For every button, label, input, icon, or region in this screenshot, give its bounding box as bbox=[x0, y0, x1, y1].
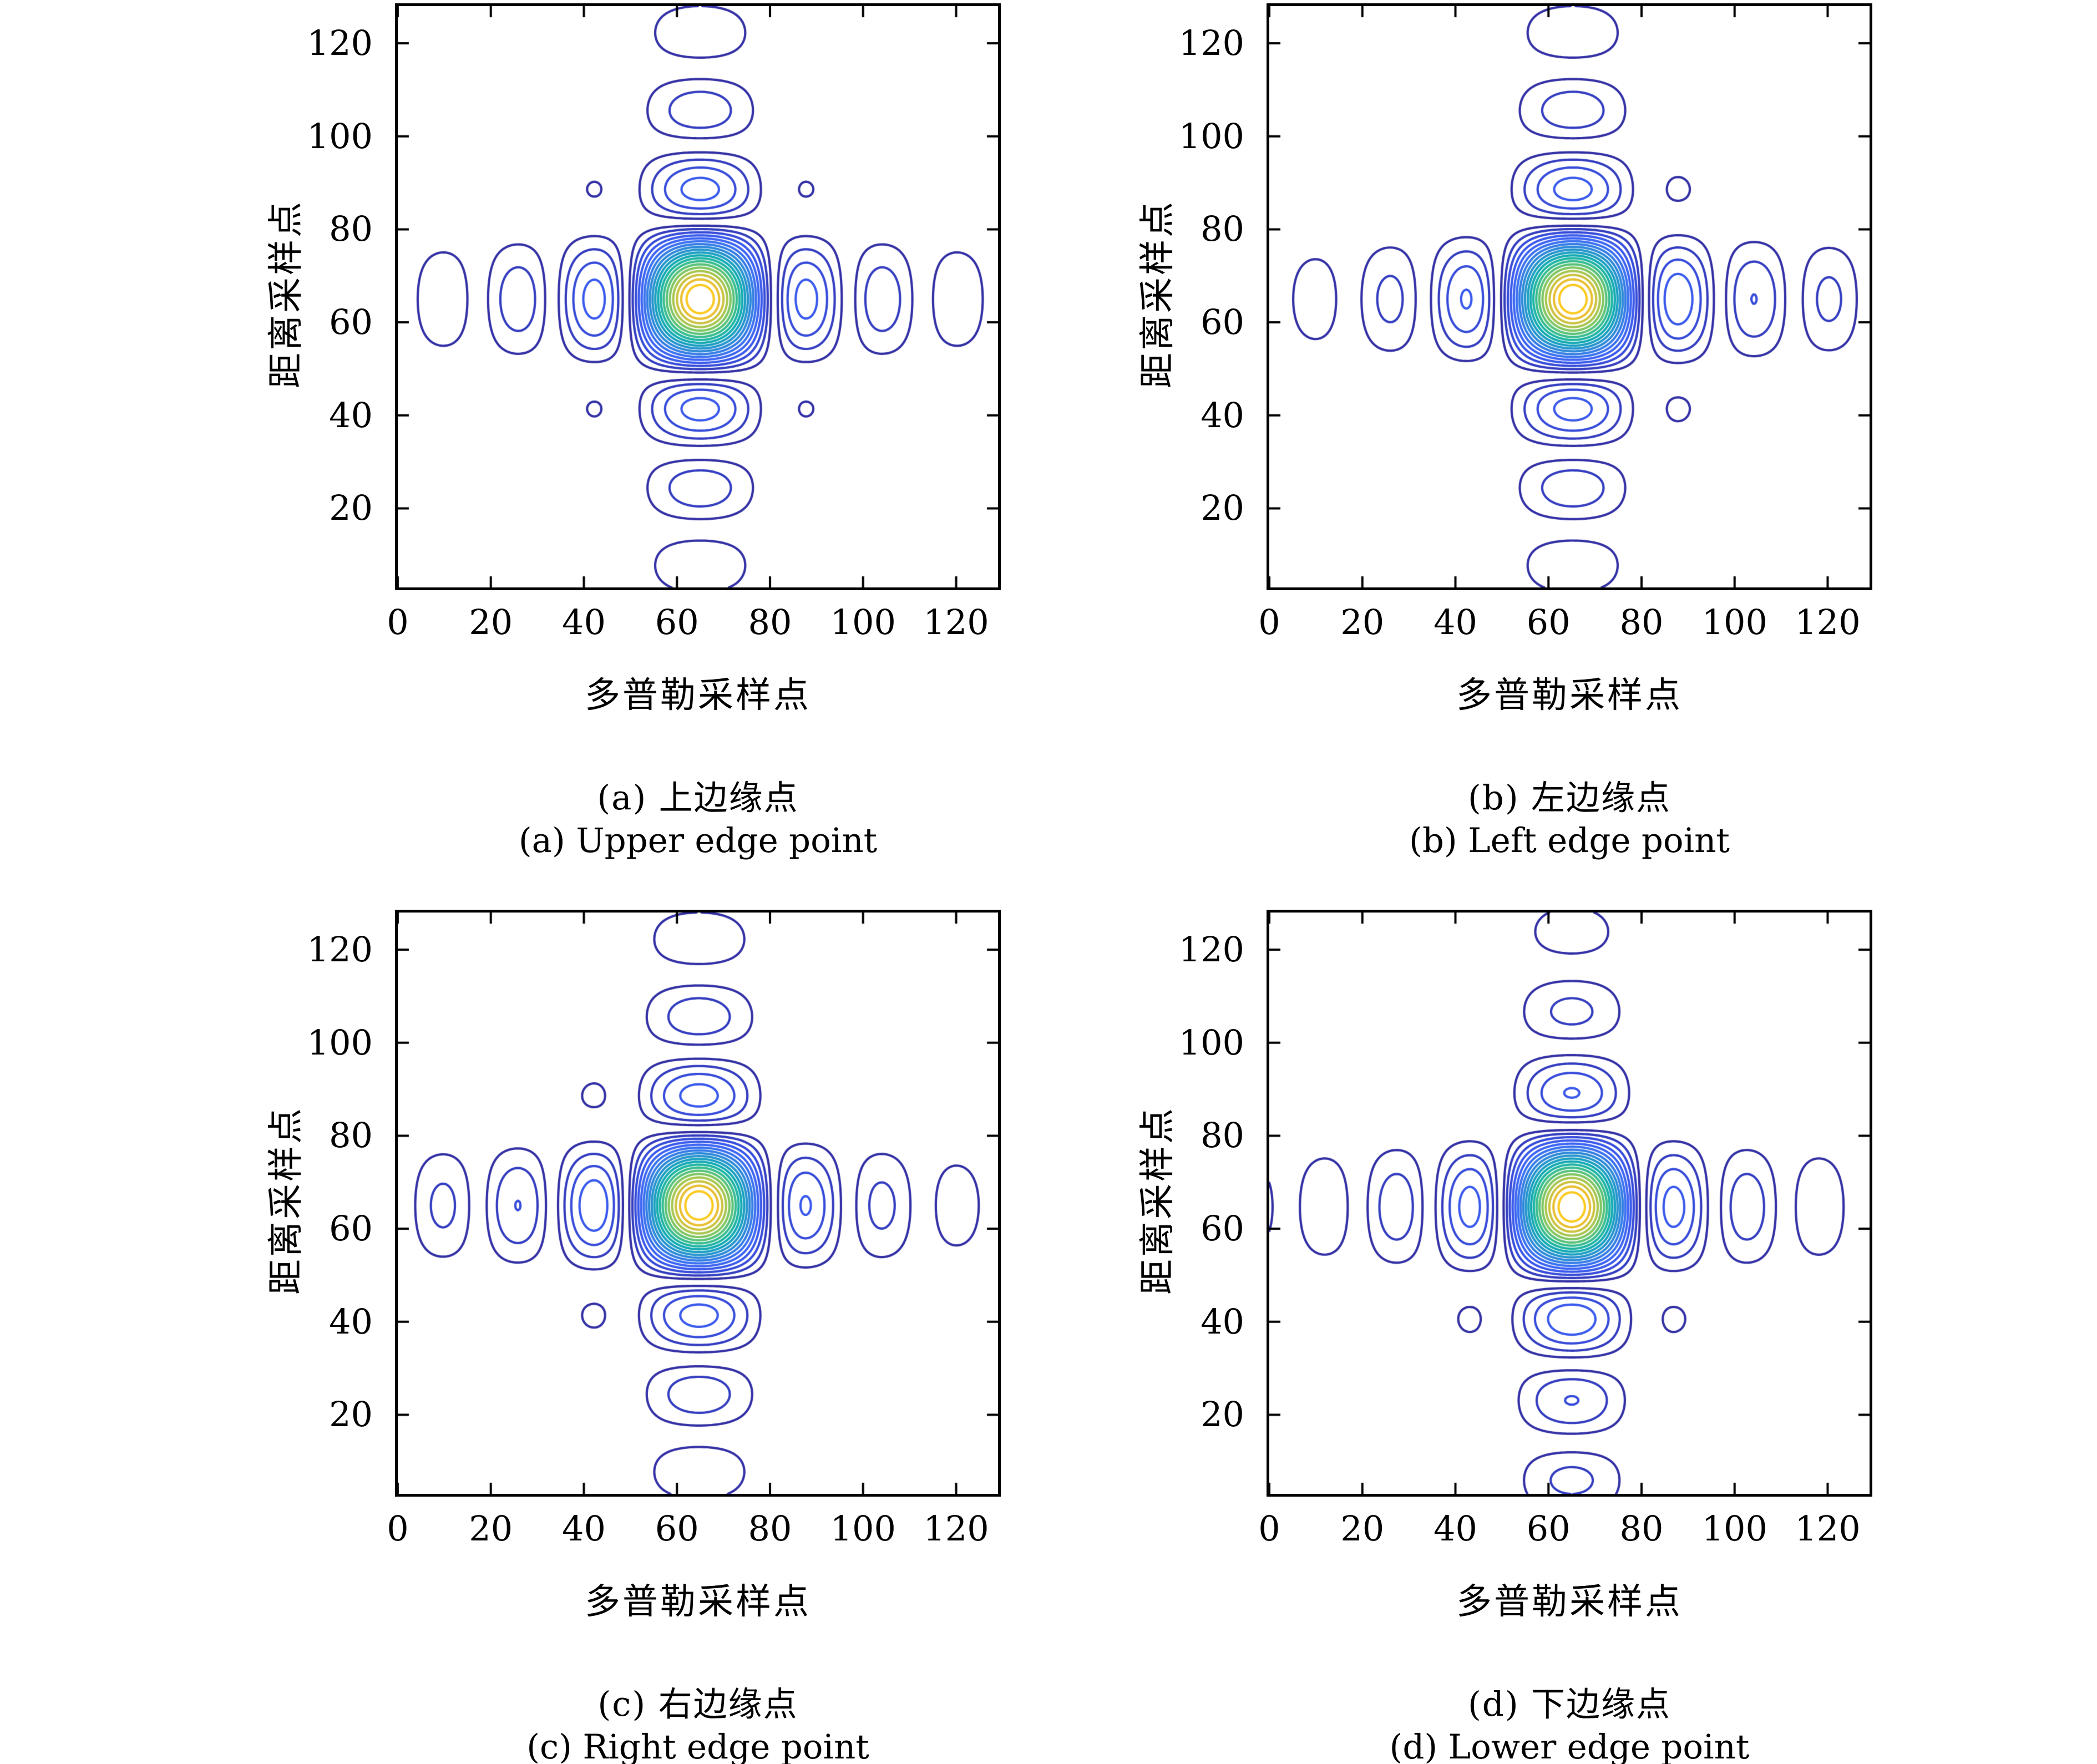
x-tick-labels: 0 20 40 60 80 100 120 bbox=[387, 600, 998, 648]
y-tick-label: 120 bbox=[307, 929, 373, 970]
subplot-a: 距离采样点 20 40 60 80 100 120 0 20 40 60 80 100 120 多普勒… bbox=[140, 3, 1005, 876]
x-tick-label: 20 bbox=[469, 1508, 513, 1549]
y-tick-label: 60 bbox=[1201, 302, 1244, 343]
caption-zh: (c) 右边缘点 bbox=[597, 1685, 798, 1724]
y-tick-label: 60 bbox=[329, 1208, 373, 1249]
x-tick-labels: 0 20 40 60 80 100 120 bbox=[1258, 600, 1870, 648]
contour-canvas bbox=[398, 913, 998, 1494]
plot-area bbox=[395, 910, 1001, 1497]
x-tick-label: 40 bbox=[562, 1508, 606, 1549]
y-tick-label: 100 bbox=[307, 115, 373, 156]
x-tick-label: 120 bbox=[923, 602, 989, 642]
x-tick-label: 0 bbox=[1258, 1508, 1280, 1549]
x-tick-label: 20 bbox=[1340, 602, 1385, 642]
y-tick-label: 80 bbox=[329, 1115, 373, 1156]
x-tick-label: 100 bbox=[830, 602, 896, 642]
x-axis-label: 多普勒采样点 bbox=[1456, 1581, 1683, 1623]
caption-zh: (a) 上边缘点 bbox=[597, 778, 799, 818]
x-tick-label: 60 bbox=[655, 1508, 699, 1549]
subplot-c: 距离采样点 20 40 60 80 100 120 0 20 40 60 80 100 120 多普勒… bbox=[140, 910, 1005, 1764]
y-tick-label: 20 bbox=[1201, 1394, 1244, 1435]
caption-zh: (d) 下边缘点 bbox=[1467, 1685, 1671, 1724]
x-axis-label: 多普勒采样点 bbox=[1456, 675, 1683, 716]
x-tick-label: 120 bbox=[1795, 1508, 1861, 1549]
x-tick-label: 0 bbox=[387, 1508, 409, 1549]
x-tick-label: 60 bbox=[655, 602, 699, 642]
y-tick-labels: 20 40 60 80 100 120 bbox=[140, 913, 378, 1494]
y-tick-label: 80 bbox=[329, 209, 373, 250]
x-axis-label: 多普勒采样点 bbox=[585, 1581, 811, 1623]
y-tick-label: 20 bbox=[329, 1394, 373, 1435]
subplot-d: 距离采样点 20 40 60 80 100 120 0 20 40 60 80 100 120 多普勒… bbox=[1011, 910, 1877, 1764]
y-tick-label: 40 bbox=[329, 394, 373, 435]
x-tick-label: 0 bbox=[387, 602, 409, 642]
x-axis-label: 多普勒采样点 bbox=[585, 675, 811, 716]
contour-canvas bbox=[1269, 6, 1870, 587]
y-tick-label: 40 bbox=[1201, 394, 1244, 435]
y-tick-label: 40 bbox=[329, 1301, 373, 1342]
y-tick-labels: 20 40 60 80 100 120 bbox=[1011, 6, 1250, 587]
y-tick-label: 20 bbox=[1201, 488, 1244, 529]
x-tick-label: 100 bbox=[1701, 602, 1767, 642]
caption-en: (c) Right edge point bbox=[526, 1727, 869, 1764]
y-tick-label: 100 bbox=[307, 1022, 373, 1063]
x-tick-label: 120 bbox=[923, 1508, 989, 1549]
y-tick-label: 40 bbox=[1201, 1301, 1244, 1342]
x-tick-label: 40 bbox=[562, 602, 606, 642]
y-tick-label: 100 bbox=[1178, 115, 1244, 156]
y-tick-label: 120 bbox=[307, 23, 373, 64]
x-tick-label: 100 bbox=[830, 1508, 896, 1549]
x-tick-label: 80 bbox=[1619, 602, 1664, 642]
x-tick-label: 40 bbox=[1434, 1508, 1477, 1549]
y-tick-label: 120 bbox=[1178, 23, 1244, 64]
plot-area bbox=[395, 3, 1001, 590]
x-tick-label: 100 bbox=[1701, 1508, 1767, 1549]
y-tick-labels: 20 40 60 80 100 120 bbox=[140, 6, 378, 587]
caption-en: (d) Lower edge point bbox=[1389, 1727, 1750, 1764]
plot-area bbox=[1267, 910, 1872, 1497]
x-tick-label: 60 bbox=[1526, 602, 1571, 642]
x-tick-label: 120 bbox=[1795, 602, 1861, 642]
plot-area bbox=[1267, 3, 1872, 590]
caption-en: (a) Upper edge point bbox=[518, 821, 878, 860]
x-tick-label: 0 bbox=[1258, 602, 1280, 642]
x-tick-label: 60 bbox=[1526, 1508, 1571, 1549]
subplot-b: 距离采样点 20 40 60 80 100 120 0 20 40 60 80 100 120 多普勒… bbox=[1011, 3, 1877, 876]
y-tick-labels: 20 40 60 80 100 120 bbox=[1011, 913, 1250, 1494]
x-tick-labels: 0 20 40 60 80 100 120 bbox=[387, 1507, 998, 1554]
x-tick-label: 80 bbox=[748, 602, 792, 642]
caption-zh: (b) 左边缘点 bbox=[1467, 778, 1671, 818]
y-tick-label: 100 bbox=[1178, 1022, 1244, 1063]
contour-canvas bbox=[1269, 913, 1870, 1494]
y-tick-label: 80 bbox=[1201, 1115, 1244, 1156]
x-tick-label: 20 bbox=[469, 602, 513, 642]
contour-canvas bbox=[398, 6, 998, 587]
x-tick-label: 40 bbox=[1434, 602, 1477, 642]
y-tick-label: 80 bbox=[1201, 209, 1244, 250]
x-tick-label: 20 bbox=[1340, 1508, 1385, 1549]
x-tick-labels: 0 20 40 60 80 100 120 bbox=[1258, 1507, 1870, 1554]
caption-en: (b) Left edge point bbox=[1409, 821, 1730, 860]
y-tick-label: 60 bbox=[1201, 1208, 1244, 1249]
x-tick-label: 80 bbox=[1619, 1508, 1664, 1549]
y-tick-label: 120 bbox=[1178, 929, 1244, 970]
y-tick-label: 20 bbox=[329, 488, 373, 529]
y-tick-label: 60 bbox=[329, 302, 373, 343]
x-tick-label: 80 bbox=[748, 1508, 792, 1549]
